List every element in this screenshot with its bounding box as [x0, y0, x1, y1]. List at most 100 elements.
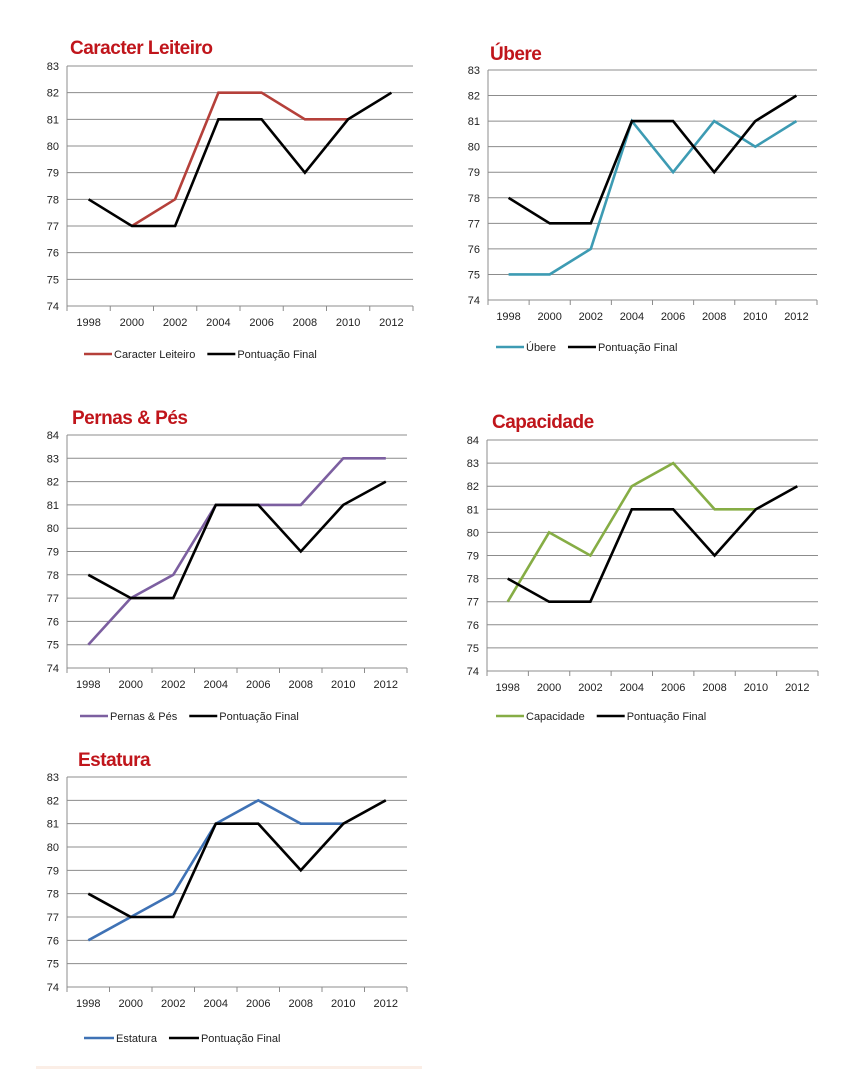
x-tick-label: 1998 [495, 682, 519, 694]
y-tick-label: 75 [47, 274, 59, 286]
series-line-trait [506, 461, 756, 603]
chart-title: Capacidade [492, 412, 594, 433]
x-tick-label: 2012 [379, 317, 403, 329]
x-tick-label: 2008 [702, 311, 726, 323]
chart-svg: 74 75 76 77 78 79 80 81 82 83 84 1998 2000 2002 2004 20… [47, 430, 408, 723]
x-tick-label: 2002 [579, 311, 603, 323]
x-tick-label: 2000 [537, 311, 561, 323]
y-tick-label: 77 [468, 218, 480, 230]
y-tick-label: 77 [47, 593, 59, 605]
x-tick-label: 2000 [119, 679, 143, 691]
chart-caracter-leiteiro: Caracter Leiteiro 74 75 76 77 78 79 80 81 82 83 19… [0, 0, 430, 380]
x-tick-label: 2004 [206, 317, 230, 329]
series-line-pontuacao-final [87, 799, 387, 919]
x-tick-label: 2012 [785, 682, 809, 694]
y-tick-label: 82 [468, 91, 480, 103]
legend-label: Úbere [526, 341, 556, 354]
legend-label: Pontuação Final [627, 711, 707, 723]
y-tick-label: 76 [47, 248, 59, 260]
x-tick-label: 2006 [661, 311, 685, 323]
chart-pernas-pes: Pernas & Pés 74 75 76 77 78 79 80 81 82 83 84 1998 2… [0, 380, 430, 740]
y-tick-label: 76 [47, 935, 59, 947]
chart-svg: 74 75 76 77 78 79 80 81 82 83 1998 2000 2002 2004 2006… [47, 772, 408, 1045]
x-tick-label: 2004 [204, 679, 228, 691]
y-tick-label: 77 [467, 597, 479, 609]
legend-label: Pontuação Final [237, 349, 317, 361]
chart-title: Pernas & Pés [72, 408, 188, 429]
x-tick-label: 2002 [161, 998, 185, 1010]
series-line-trait [131, 91, 349, 228]
series-line-pontuacao-final [87, 480, 387, 600]
y-tick-label: 74 [468, 295, 480, 307]
chart-title: Úbere [490, 44, 542, 65]
y-tick-label: 83 [467, 458, 479, 470]
x-tick-label: 2010 [331, 998, 355, 1010]
series-line-pontuacao-final [87, 91, 393, 228]
chart-title: Estatura [78, 750, 151, 771]
x-tick-label: 2002 [161, 679, 185, 691]
y-tick-label: 78 [47, 194, 59, 206]
x-tick-label: 2004 [620, 311, 644, 323]
legend-label: Estatura [116, 1033, 158, 1045]
x-tick-label: 1998 [76, 317, 100, 329]
series-line-pontuacao-final [507, 485, 798, 603]
x-tick-label: 2000 [119, 998, 143, 1010]
x-tick-label: 2008 [289, 998, 313, 1010]
y-tick-label: 77 [47, 221, 59, 233]
chart-title: Caracter Leiteiro [70, 38, 213, 59]
x-tick-label: 2004 [204, 998, 228, 1010]
x-tick-label: 2006 [246, 998, 270, 1010]
y-tick-label: 79 [47, 168, 59, 180]
y-tick-label: 81 [467, 504, 479, 516]
legend-label: Pontuação Final [201, 1033, 281, 1045]
y-tick-label: 81 [468, 116, 480, 128]
x-tick-label: 1998 [76, 679, 100, 691]
y-tick-label: 82 [467, 481, 479, 493]
y-tick-label: 80 [47, 523, 59, 535]
chart-svg: 74 75 76 77 78 79 80 81 82 83 1998 2000 2002 2004 2006… [468, 65, 818, 354]
legend-label: Caracter Leiteiro [114, 349, 195, 361]
y-tick-label: 74 [467, 666, 479, 678]
x-tick-label: 2010 [331, 679, 355, 691]
y-tick-label: 75 [467, 643, 479, 655]
x-tick-label: 2008 [289, 679, 313, 691]
x-tick-label: 2006 [249, 317, 273, 329]
chart-estatura: Estatura 74 75 76 77 78 79 80 81 82 83 1998 2000 200… [0, 740, 430, 1060]
y-tick-label: 79 [467, 551, 479, 563]
y-tick-label: 76 [468, 244, 480, 256]
y-tick-label: 82 [47, 795, 59, 807]
chart-svg: 74 75 76 77 78 79 80 81 82 83 1998 2000 2002 2004 2006… [47, 61, 414, 361]
y-tick-label: 76 [47, 616, 59, 628]
y-tick-label: 74 [47, 663, 59, 675]
x-tick-label: 2010 [744, 682, 768, 694]
bottom-divider [36, 1066, 422, 1069]
x-tick-label: 2002 [578, 682, 602, 694]
y-tick-label: 83 [47, 453, 59, 465]
chart-ubere: Úbere 74 75 76 77 78 79 80 81 82 83 1998 2000 2002 20… [430, 0, 866, 380]
y-tick-label: 80 [47, 842, 59, 854]
x-tick-label: 2006 [661, 682, 685, 694]
y-tick-label: 79 [47, 865, 59, 877]
y-tick-label: 79 [468, 167, 480, 179]
y-tick-label: 74 [47, 982, 59, 994]
x-tick-label: 2006 [246, 679, 270, 691]
series-line-trait [508, 118, 798, 276]
x-tick-label: 1998 [76, 998, 100, 1010]
y-tick-label: 78 [467, 574, 479, 586]
x-tick-label: 2000 [120, 317, 144, 329]
y-tick-label: 77 [47, 912, 59, 924]
y-tick-label: 78 [47, 570, 59, 582]
x-tick-label: 2010 [336, 317, 360, 329]
y-tick-label: 80 [467, 527, 479, 539]
x-tick-label: 2004 [620, 682, 644, 694]
y-tick-label: 81 [47, 500, 59, 512]
chart-capacidade: Capacidade 74 75 76 77 78 79 80 81 82 83 84 1998 200… [430, 380, 866, 740]
y-tick-label: 75 [47, 959, 59, 971]
y-tick-label: 80 [47, 141, 59, 153]
y-tick-label: 79 [47, 547, 59, 559]
x-tick-label: 2008 [702, 682, 726, 694]
x-tick-label: 2012 [374, 679, 398, 691]
y-tick-label: 75 [47, 640, 59, 652]
y-tick-label: 75 [468, 269, 480, 281]
y-tick-label: 83 [468, 65, 480, 77]
